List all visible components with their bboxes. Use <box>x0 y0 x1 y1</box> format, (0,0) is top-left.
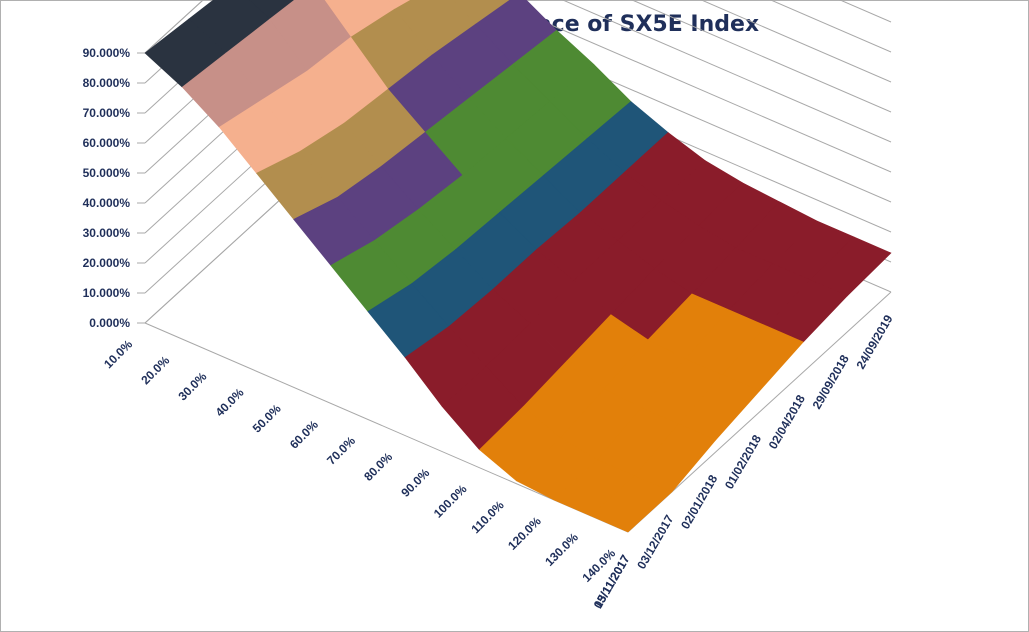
z-axis-ticks: 0.000% 10.000% 20.000% 30.000% 40.000% 50.000… <box>83 46 145 330</box>
z-tick-label: 30.000% <box>83 226 131 240</box>
gridline-back <box>492 0 892 173</box>
z-tick-label: 90.000% <box>83 46 131 60</box>
strike-tick-label: 60.0% <box>287 417 321 451</box>
strike-tick-label: 100.0% <box>431 482 470 521</box>
z-tick-label: 50.000% <box>83 166 131 180</box>
z-tick-label: 40.000% <box>83 196 131 210</box>
z-tick-label: 60.000% <box>83 136 131 150</box>
surface <box>144 0 892 533</box>
strike-tick-label: 80.0% <box>361 450 395 484</box>
gridline-left <box>144 0 204 54</box>
z-tick-label: 80.000% <box>83 76 131 90</box>
strike-tick-label: 10.0% <box>101 337 135 371</box>
strike-tick-label: 120.0% <box>505 514 544 553</box>
surface-cell <box>590 475 673 533</box>
gridline-back <box>561 0 892 143</box>
z-tick-label: 70.000% <box>83 106 131 120</box>
z-tick-label: 0.000% <box>89 316 130 330</box>
strike-tick-label: 20.0% <box>138 353 172 387</box>
strike-tick-label: 40.0% <box>213 385 247 419</box>
gridline-back <box>630 0 892 113</box>
strike-tick-label: 30.0% <box>175 369 209 403</box>
strike-tick-label: 110.0% <box>468 498 506 536</box>
z-tick-label: 20.000% <box>83 256 131 270</box>
z-tick-label: 10.000% <box>83 286 131 300</box>
strike-tick-label: 70.0% <box>324 433 358 467</box>
strike-tick-label: 50.0% <box>250 401 284 435</box>
gridline-back <box>700 0 892 83</box>
strike-tick-label: 130.0% <box>542 530 581 569</box>
gridline-back <box>769 0 892 53</box>
strike-axis-line <box>144 322 629 533</box>
surface-cell <box>387 0 412 10</box>
strike-tick-label: 90.0% <box>398 466 432 500</box>
